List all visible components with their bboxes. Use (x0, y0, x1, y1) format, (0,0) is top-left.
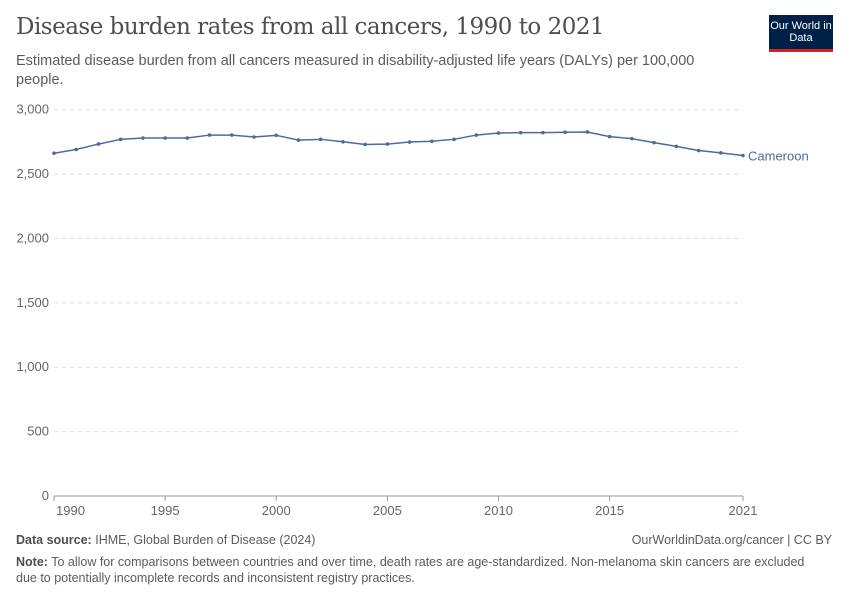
data-point (96, 142, 101, 146)
series-label: Cameroon (748, 149, 809, 164)
y-tick-label: 1,500 (16, 295, 49, 310)
data-point (652, 140, 656, 145)
source-link[interactable]: IHME, Global Burden of Disease (2024) (95, 533, 316, 547)
x-tick-label: 2021 (729, 503, 758, 518)
data-point (274, 133, 279, 138)
data-point (741, 153, 745, 158)
data-point (52, 151, 56, 156)
y-tick-label: 2,000 (16, 230, 49, 245)
y-tick-label: 2,500 (16, 166, 49, 181)
y-tick-label: 0 (42, 488, 49, 503)
data-point (74, 147, 79, 152)
note: Note: To allow for comparisons between c… (16, 555, 805, 585)
data-point (563, 130, 567, 135)
x-tick-label: 2000 (262, 503, 291, 518)
data-point (341, 139, 345, 144)
data-point (207, 133, 212, 137)
series-line (53, 131, 744, 157)
data-point (630, 136, 634, 141)
y-tick-label: 3,000 (16, 102, 49, 117)
chart-subtitle: Estimated disease burden from all cancer… (16, 53, 695, 88)
data-point (252, 135, 256, 139)
data-source: Data source: IHME, Global Burden of Dise… (16, 533, 316, 547)
data-point (585, 130, 590, 134)
x-tick-label: 2010 (484, 503, 513, 518)
data-point (296, 138, 301, 142)
data-point (430, 139, 434, 144)
data-point (696, 148, 701, 153)
y-tick-label: 500 (27, 424, 49, 439)
data-point (385, 142, 390, 146)
x-tick-label: 2005 (373, 503, 402, 518)
data-point (407, 140, 412, 144)
data-point (452, 137, 456, 142)
site-url[interactable]: OurWorldinData.org/cancer | CC BY (631, 533, 832, 547)
x-tick-label: 1990 (56, 503, 85, 518)
data-point (607, 134, 612, 139)
data-point (496, 131, 501, 135)
data-point (118, 137, 123, 142)
x-tick-label: 2015 (595, 503, 624, 518)
data-point (163, 136, 167, 140)
data-point (318, 137, 323, 142)
data-point (518, 130, 523, 135)
data-point (185, 136, 190, 140)
x-tick-label: 1995 (151, 503, 180, 518)
data-point (363, 142, 367, 147)
data-point (718, 151, 723, 155)
data-point (541, 130, 545, 135)
data-point (230, 133, 234, 137)
data-point (141, 136, 145, 140)
owid-logo[interactable]: Our World in Data (769, 15, 833, 52)
chart-title: Disease burden rates from all cancers, 1… (16, 14, 605, 40)
data-point (474, 133, 479, 137)
y-tick-label: 1,000 (16, 359, 49, 374)
data-point (674, 144, 679, 149)
